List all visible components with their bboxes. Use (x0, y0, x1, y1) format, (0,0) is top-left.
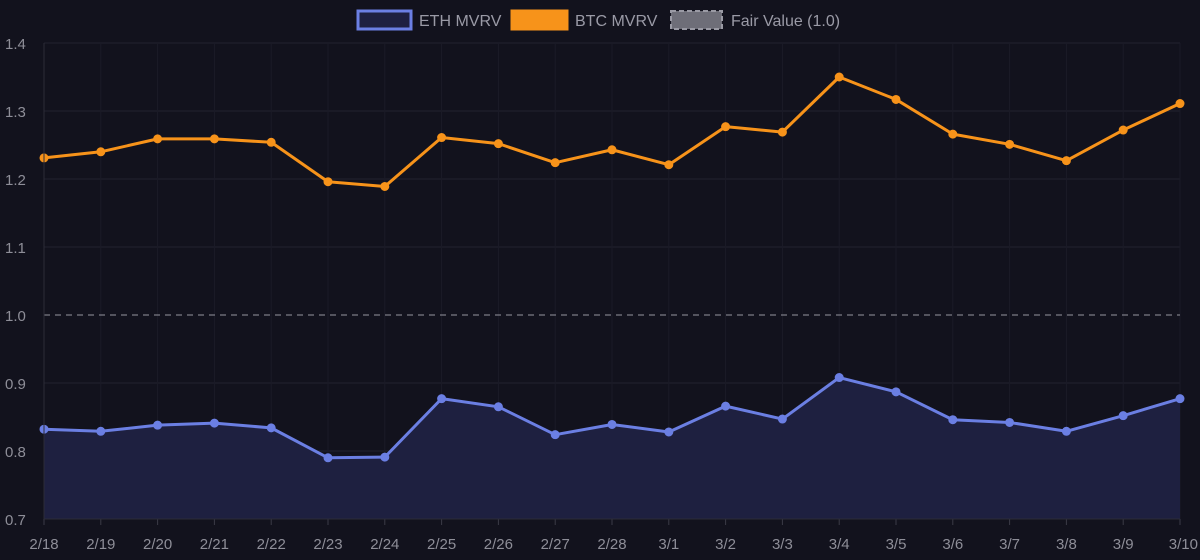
x-tick-label: 2/24 (370, 536, 399, 553)
x-tick-label: 3/10 (1169, 536, 1198, 553)
eth-point-2-23[interactable] (323, 453, 333, 463)
eth-point-2-26[interactable] (493, 402, 503, 412)
eth-point-3-1[interactable] (664, 427, 674, 437)
btc-point-3-6[interactable] (948, 129, 958, 139)
y-axis: 0.7 0.8 0.9 1.0 1.1 1.2 1.3 1.4 (5, 36, 45, 529)
eth-point-3-5[interactable] (891, 387, 901, 397)
x-tick-label: 2/26 (484, 536, 513, 553)
eth-point-3-10[interactable] (1175, 394, 1185, 404)
legend-label-btc: BTC MVRV (575, 13, 658, 30)
legend: ETH MVRV BTC MVRV Fair Value (1.0) (356, 9, 840, 31)
y-tick-label: 0.7 (5, 512, 26, 529)
y-tick-label: 0.9 (5, 376, 26, 393)
eth-point-3-7[interactable] (1005, 417, 1015, 427)
x-tick-label: 2/21 (200, 536, 229, 553)
legend-swatch-eth (356, 9, 413, 31)
btc-point-3-2[interactable] (721, 122, 731, 132)
area-fills (44, 377, 1180, 519)
eth-point-2-24[interactable] (380, 452, 390, 462)
btc-point-2-22[interactable] (266, 137, 276, 147)
eth-point-3-4[interactable] (834, 373, 844, 383)
btc-point-2-26[interactable] (493, 139, 503, 149)
eth-point-3-9[interactable] (1118, 411, 1128, 421)
x-tick-label: 2/25 (427, 536, 456, 553)
x-tick-label: 2/19 (86, 536, 115, 553)
eth-point-3-2[interactable] (721, 401, 731, 411)
x-tick-label: 2/23 (313, 536, 342, 553)
x-tick-label: 3/6 (942, 536, 963, 553)
eth-point-3-8[interactable] (1061, 426, 1071, 436)
btc-point-2-28[interactable] (607, 145, 617, 155)
legend-label-fair-value: Fair Value (1.0) (731, 13, 840, 30)
eth-point-2-19[interactable] (96, 426, 106, 436)
x-tick-label: 3/1 (658, 536, 679, 553)
btc-point-2-19[interactable] (96, 147, 106, 157)
legend-swatch-fair-value (670, 10, 723, 30)
x-tick-label: 3/7 (999, 536, 1020, 553)
btc-point-3-1[interactable] (664, 160, 674, 170)
y-tick-label: 0.8 (5, 444, 26, 461)
btc-point-2-27[interactable] (550, 158, 560, 168)
x-tick-label: 3/9 (1113, 536, 1134, 553)
btc-point-2-23[interactable] (323, 177, 333, 187)
eth-point-3-3[interactable] (777, 414, 787, 424)
btc-point-2-24[interactable] (380, 181, 390, 191)
x-tick-label: 2/20 (143, 536, 172, 553)
x-tick-label: 2/27 (541, 536, 570, 553)
y-tick-label: 1.0 (5, 308, 26, 325)
legend-item-btc[interactable]: BTC MVRV (510, 9, 658, 31)
eth-point-2-27[interactable] (550, 430, 560, 440)
y-tick-label: 1.4 (5, 36, 26, 53)
btc-point-3-4[interactable] (834, 72, 844, 82)
x-tick-label: 2/28 (597, 536, 626, 553)
y-tick-label: 1.3 (5, 104, 26, 121)
btc-point-2-20[interactable] (153, 134, 163, 144)
eth-point-2-28[interactable] (607, 419, 617, 429)
x-tick-label: 3/2 (715, 536, 736, 553)
x-tick-label: 3/8 (1056, 536, 1077, 553)
legend-label-eth: ETH MVRV (419, 13, 502, 30)
y-tick-label: 1.2 (5, 172, 26, 189)
eth-point-2-21[interactable] (209, 418, 219, 428)
legend-swatch-btc (510, 9, 569, 31)
btc-point-3-9[interactable] (1118, 125, 1128, 135)
x-tick-label: 3/5 (886, 536, 907, 553)
x-tick-label: 2/18 (29, 536, 58, 553)
y-tick-label: 1.1 (5, 240, 26, 257)
x-tick-label: 3/4 (829, 536, 850, 553)
legend-item-fair-value[interactable]: Fair Value (1.0) (670, 10, 840, 30)
eth-point-2-20[interactable] (153, 420, 163, 430)
series-points (39, 72, 1185, 463)
eth-point-3-6[interactable] (948, 415, 958, 425)
eth-point-2-22[interactable] (266, 423, 276, 433)
btc-point-3-3[interactable] (777, 127, 787, 137)
x-axis: 2/18 2/19 2/20 2/21 2/22 2/23 2/24 2/25 2/26 2/27… (29, 518, 1198, 553)
btc-point-3-7[interactable] (1005, 139, 1015, 149)
btc-point-3-8[interactable] (1061, 156, 1071, 166)
btc-point-2-21[interactable] (209, 134, 219, 144)
btc-point-3-5[interactable] (891, 94, 901, 104)
eth-point-2-25[interactable] (437, 394, 447, 404)
btc-point-3-10[interactable] (1175, 99, 1185, 109)
x-tick-label: 2/22 (257, 536, 286, 553)
legend-item-eth[interactable]: ETH MVRV (356, 9, 502, 31)
eth-area (44, 377, 1180, 519)
x-tick-label: 3/3 (772, 536, 793, 553)
btc-point-2-25[interactable] (437, 133, 447, 143)
